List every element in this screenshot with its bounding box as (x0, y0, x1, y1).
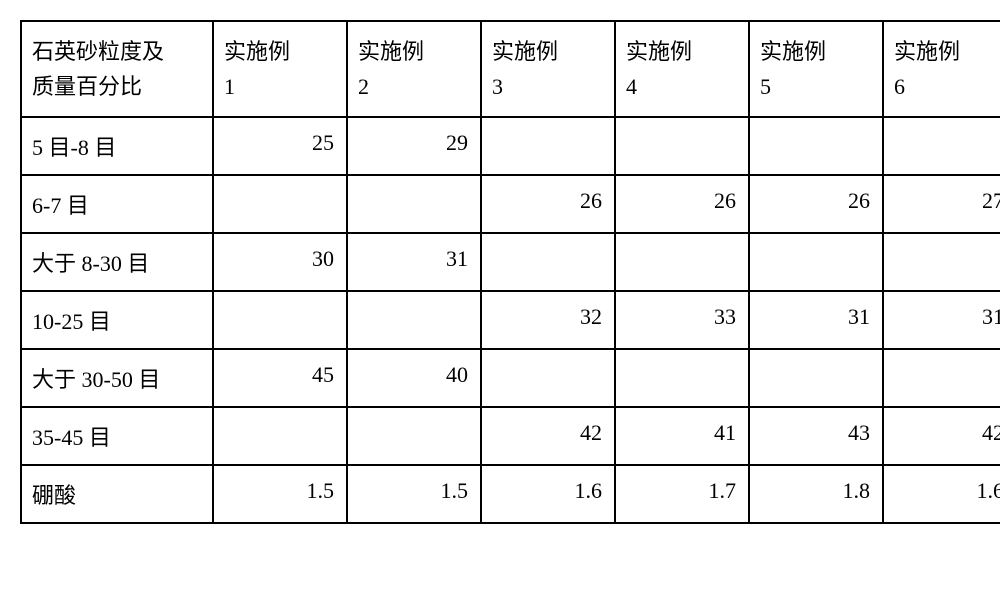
table-cell (347, 407, 481, 465)
table-cell: 31 (347, 233, 481, 291)
table-cell (749, 117, 883, 175)
table-cell (481, 349, 615, 407)
table-cell: 26 (615, 175, 749, 233)
table-cell (883, 349, 1000, 407)
table-cell: 25 (213, 117, 347, 175)
table-cell: 42 (883, 407, 1000, 465)
row-label: 10-25 目 (21, 291, 213, 349)
table-cell (749, 233, 883, 291)
col-header-3: 实施例3 (481, 21, 615, 117)
table-cell (213, 407, 347, 465)
col-header-5: 实施例5 (749, 21, 883, 117)
table-cell: 31 (883, 291, 1000, 349)
table-row: 35-45 目 42 41 43 42 (21, 407, 1000, 465)
table-cell: 27 (883, 175, 1000, 233)
header-label-cell: 石英砂粒度及质量百分比 (21, 21, 213, 117)
table-cell (883, 233, 1000, 291)
table-row: 硼酸 1.5 1.5 1.6 1.7 1.8 1.6 2 (21, 465, 1000, 523)
table-row: 大于 8-30 目 30 31 35 (21, 233, 1000, 291)
table-cell: 41 (615, 407, 749, 465)
table-cell (883, 117, 1000, 175)
table-cell (615, 233, 749, 291)
row-label: 6-7 目 (21, 175, 213, 233)
table-cell: 26 (481, 175, 615, 233)
row-label: 大于 30-50 目 (21, 349, 213, 407)
table-cell: 1.6 (481, 465, 615, 523)
table-cell: 26 (749, 175, 883, 233)
data-table: 石英砂粒度及质量百分比 实施例1 实施例2 实施例3 实施例4 实施例5 实施例… (20, 20, 1000, 524)
table-row: 大于 30-50 目 45 40 40 (21, 349, 1000, 407)
table-cell: 1.6 (883, 465, 1000, 523)
col-header-6: 实施例6 (883, 21, 1000, 117)
table-cell (481, 117, 615, 175)
table-cell: 33 (615, 291, 749, 349)
table-cell: 31 (749, 291, 883, 349)
table-row: 6-7 目 26 26 26 27 (21, 175, 1000, 233)
table-cell (213, 291, 347, 349)
row-label: 大于 8-30 目 (21, 233, 213, 291)
table-cell: 30 (213, 233, 347, 291)
table-cell: 1.5 (213, 465, 347, 523)
col-header-1: 实施例1 (213, 21, 347, 117)
table-cell: 40 (347, 349, 481, 407)
table-row: 5 目-8 目 25 29 25 (21, 117, 1000, 175)
table-cell: 1.7 (615, 465, 749, 523)
table-cell: 32 (481, 291, 615, 349)
table-cell: 45 (213, 349, 347, 407)
col-header-4: 实施例4 (615, 21, 749, 117)
table-cell: 42 (481, 407, 615, 465)
table-cell (347, 175, 481, 233)
table-cell: 43 (749, 407, 883, 465)
table-row: 10-25 目 32 33 31 31 (21, 291, 1000, 349)
row-label: 硼酸 (21, 465, 213, 523)
table-cell (615, 349, 749, 407)
table-cell (749, 349, 883, 407)
table-cell (213, 175, 347, 233)
table-cell (615, 117, 749, 175)
col-header-2: 实施例2 (347, 21, 481, 117)
table-cell (347, 291, 481, 349)
row-label: 5 目-8 目 (21, 117, 213, 175)
table-cell (481, 233, 615, 291)
row-label: 35-45 目 (21, 407, 213, 465)
table-cell: 1.8 (749, 465, 883, 523)
table-cell: 1.5 (347, 465, 481, 523)
header-row: 石英砂粒度及质量百分比 实施例1 实施例2 实施例3 实施例4 实施例5 实施例… (21, 21, 1000, 117)
table-cell: 29 (347, 117, 481, 175)
